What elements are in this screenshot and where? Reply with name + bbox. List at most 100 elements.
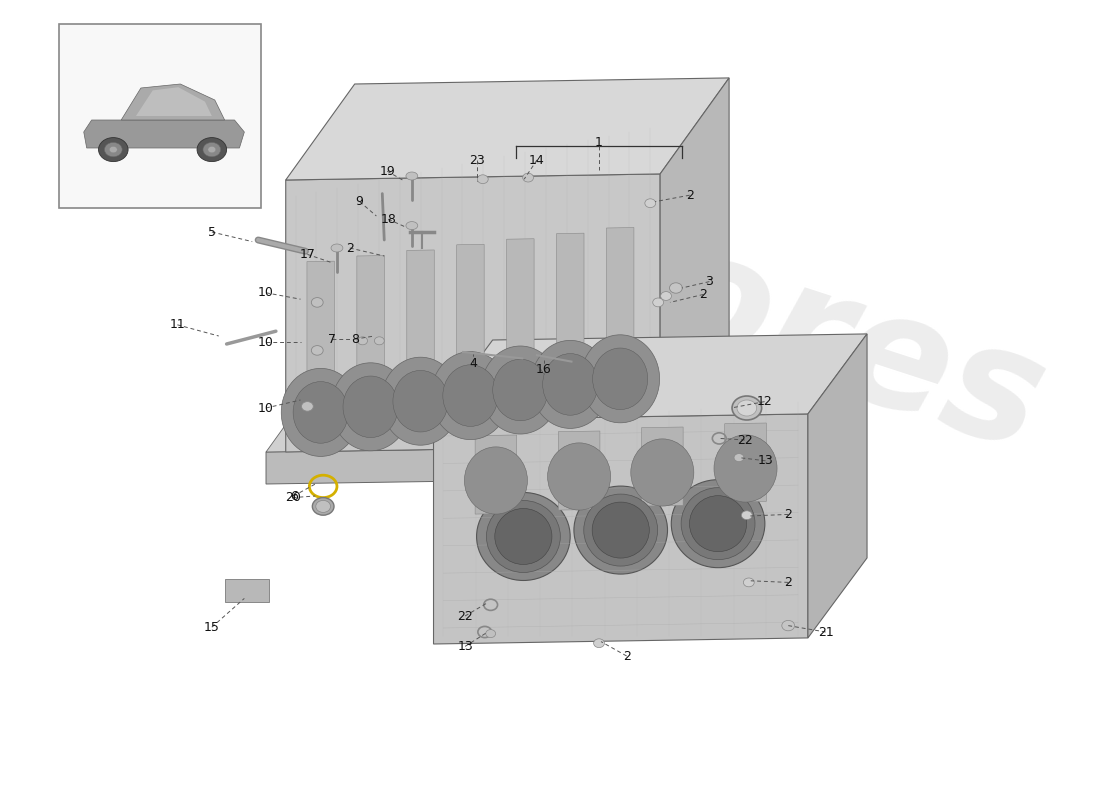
Polygon shape <box>356 255 384 446</box>
Ellipse shape <box>652 298 663 306</box>
Text: 16: 16 <box>536 363 552 376</box>
Text: 22: 22 <box>737 434 752 446</box>
Ellipse shape <box>661 291 671 300</box>
Ellipse shape <box>681 488 755 560</box>
Ellipse shape <box>311 346 323 355</box>
Bar <box>59 24 261 208</box>
Text: 17: 17 <box>299 248 316 261</box>
Text: 18: 18 <box>381 213 396 226</box>
Text: 2: 2 <box>784 576 792 589</box>
Polygon shape <box>84 120 244 148</box>
Text: 10: 10 <box>258 286 274 299</box>
Ellipse shape <box>464 447 527 514</box>
Ellipse shape <box>406 222 418 230</box>
Ellipse shape <box>782 621 794 630</box>
Ellipse shape <box>197 138 227 162</box>
Text: 19: 19 <box>379 165 395 178</box>
Text: 6: 6 <box>289 490 297 502</box>
Ellipse shape <box>592 502 649 558</box>
Text: 21: 21 <box>817 626 834 638</box>
Polygon shape <box>407 250 434 441</box>
Ellipse shape <box>733 396 761 420</box>
Ellipse shape <box>737 400 757 416</box>
Text: 2: 2 <box>345 242 354 254</box>
Ellipse shape <box>343 376 398 438</box>
Polygon shape <box>641 427 683 506</box>
Ellipse shape <box>316 501 331 512</box>
Ellipse shape <box>734 454 744 462</box>
Ellipse shape <box>443 365 498 426</box>
Text: 23: 23 <box>469 154 485 166</box>
Ellipse shape <box>593 348 648 410</box>
Polygon shape <box>433 414 807 644</box>
Ellipse shape <box>574 486 668 574</box>
Ellipse shape <box>393 370 448 432</box>
Ellipse shape <box>744 578 755 587</box>
Ellipse shape <box>109 146 118 153</box>
Polygon shape <box>307 261 334 452</box>
Ellipse shape <box>581 334 660 422</box>
Text: 9: 9 <box>355 195 364 208</box>
Text: 15: 15 <box>204 621 220 634</box>
Ellipse shape <box>542 354 598 415</box>
Ellipse shape <box>208 146 216 153</box>
Polygon shape <box>557 233 584 424</box>
Polygon shape <box>559 431 600 510</box>
Ellipse shape <box>670 282 682 294</box>
Ellipse shape <box>584 494 658 566</box>
Ellipse shape <box>493 359 548 421</box>
Ellipse shape <box>531 341 609 429</box>
Text: a passion for parts since 1985: a passion for parts since 1985 <box>377 398 805 562</box>
Ellipse shape <box>331 244 343 252</box>
Ellipse shape <box>374 337 384 345</box>
Text: 4: 4 <box>469 357 477 370</box>
Ellipse shape <box>431 351 509 439</box>
Text: 3: 3 <box>705 275 713 288</box>
Polygon shape <box>433 334 867 420</box>
Ellipse shape <box>741 511 752 520</box>
Ellipse shape <box>594 638 605 648</box>
Ellipse shape <box>358 337 367 345</box>
Text: 10: 10 <box>258 336 274 349</box>
Text: 12: 12 <box>757 395 772 408</box>
Ellipse shape <box>481 346 560 434</box>
Polygon shape <box>136 87 212 116</box>
Ellipse shape <box>331 362 410 451</box>
Polygon shape <box>807 334 867 638</box>
Text: 7: 7 <box>328 333 336 346</box>
Polygon shape <box>475 435 517 514</box>
Text: 13: 13 <box>758 454 773 467</box>
Text: 8: 8 <box>351 333 359 346</box>
Polygon shape <box>121 84 224 120</box>
Text: 1: 1 <box>595 136 603 149</box>
Polygon shape <box>286 78 729 180</box>
Ellipse shape <box>204 142 221 157</box>
Ellipse shape <box>312 498 334 515</box>
Polygon shape <box>456 244 484 435</box>
Polygon shape <box>266 446 670 484</box>
Ellipse shape <box>671 480 764 568</box>
Polygon shape <box>606 227 634 418</box>
Text: 13: 13 <box>458 640 473 653</box>
Ellipse shape <box>311 298 323 307</box>
Ellipse shape <box>548 443 610 510</box>
Polygon shape <box>507 238 535 430</box>
Ellipse shape <box>645 199 656 208</box>
Ellipse shape <box>406 172 418 180</box>
Polygon shape <box>660 78 729 446</box>
Ellipse shape <box>293 382 349 443</box>
Ellipse shape <box>477 174 488 183</box>
Bar <box>224 579 270 602</box>
Ellipse shape <box>690 496 747 552</box>
Ellipse shape <box>486 501 560 573</box>
Ellipse shape <box>99 138 128 162</box>
Ellipse shape <box>630 439 694 506</box>
Text: eurores: eurores <box>356 123 1063 485</box>
Polygon shape <box>286 174 660 452</box>
Text: 2: 2 <box>685 189 694 202</box>
Text: 5: 5 <box>208 226 216 238</box>
Ellipse shape <box>301 402 314 411</box>
Text: 10: 10 <box>258 402 274 414</box>
Text: 11: 11 <box>169 318 185 331</box>
Text: 2: 2 <box>623 650 630 662</box>
